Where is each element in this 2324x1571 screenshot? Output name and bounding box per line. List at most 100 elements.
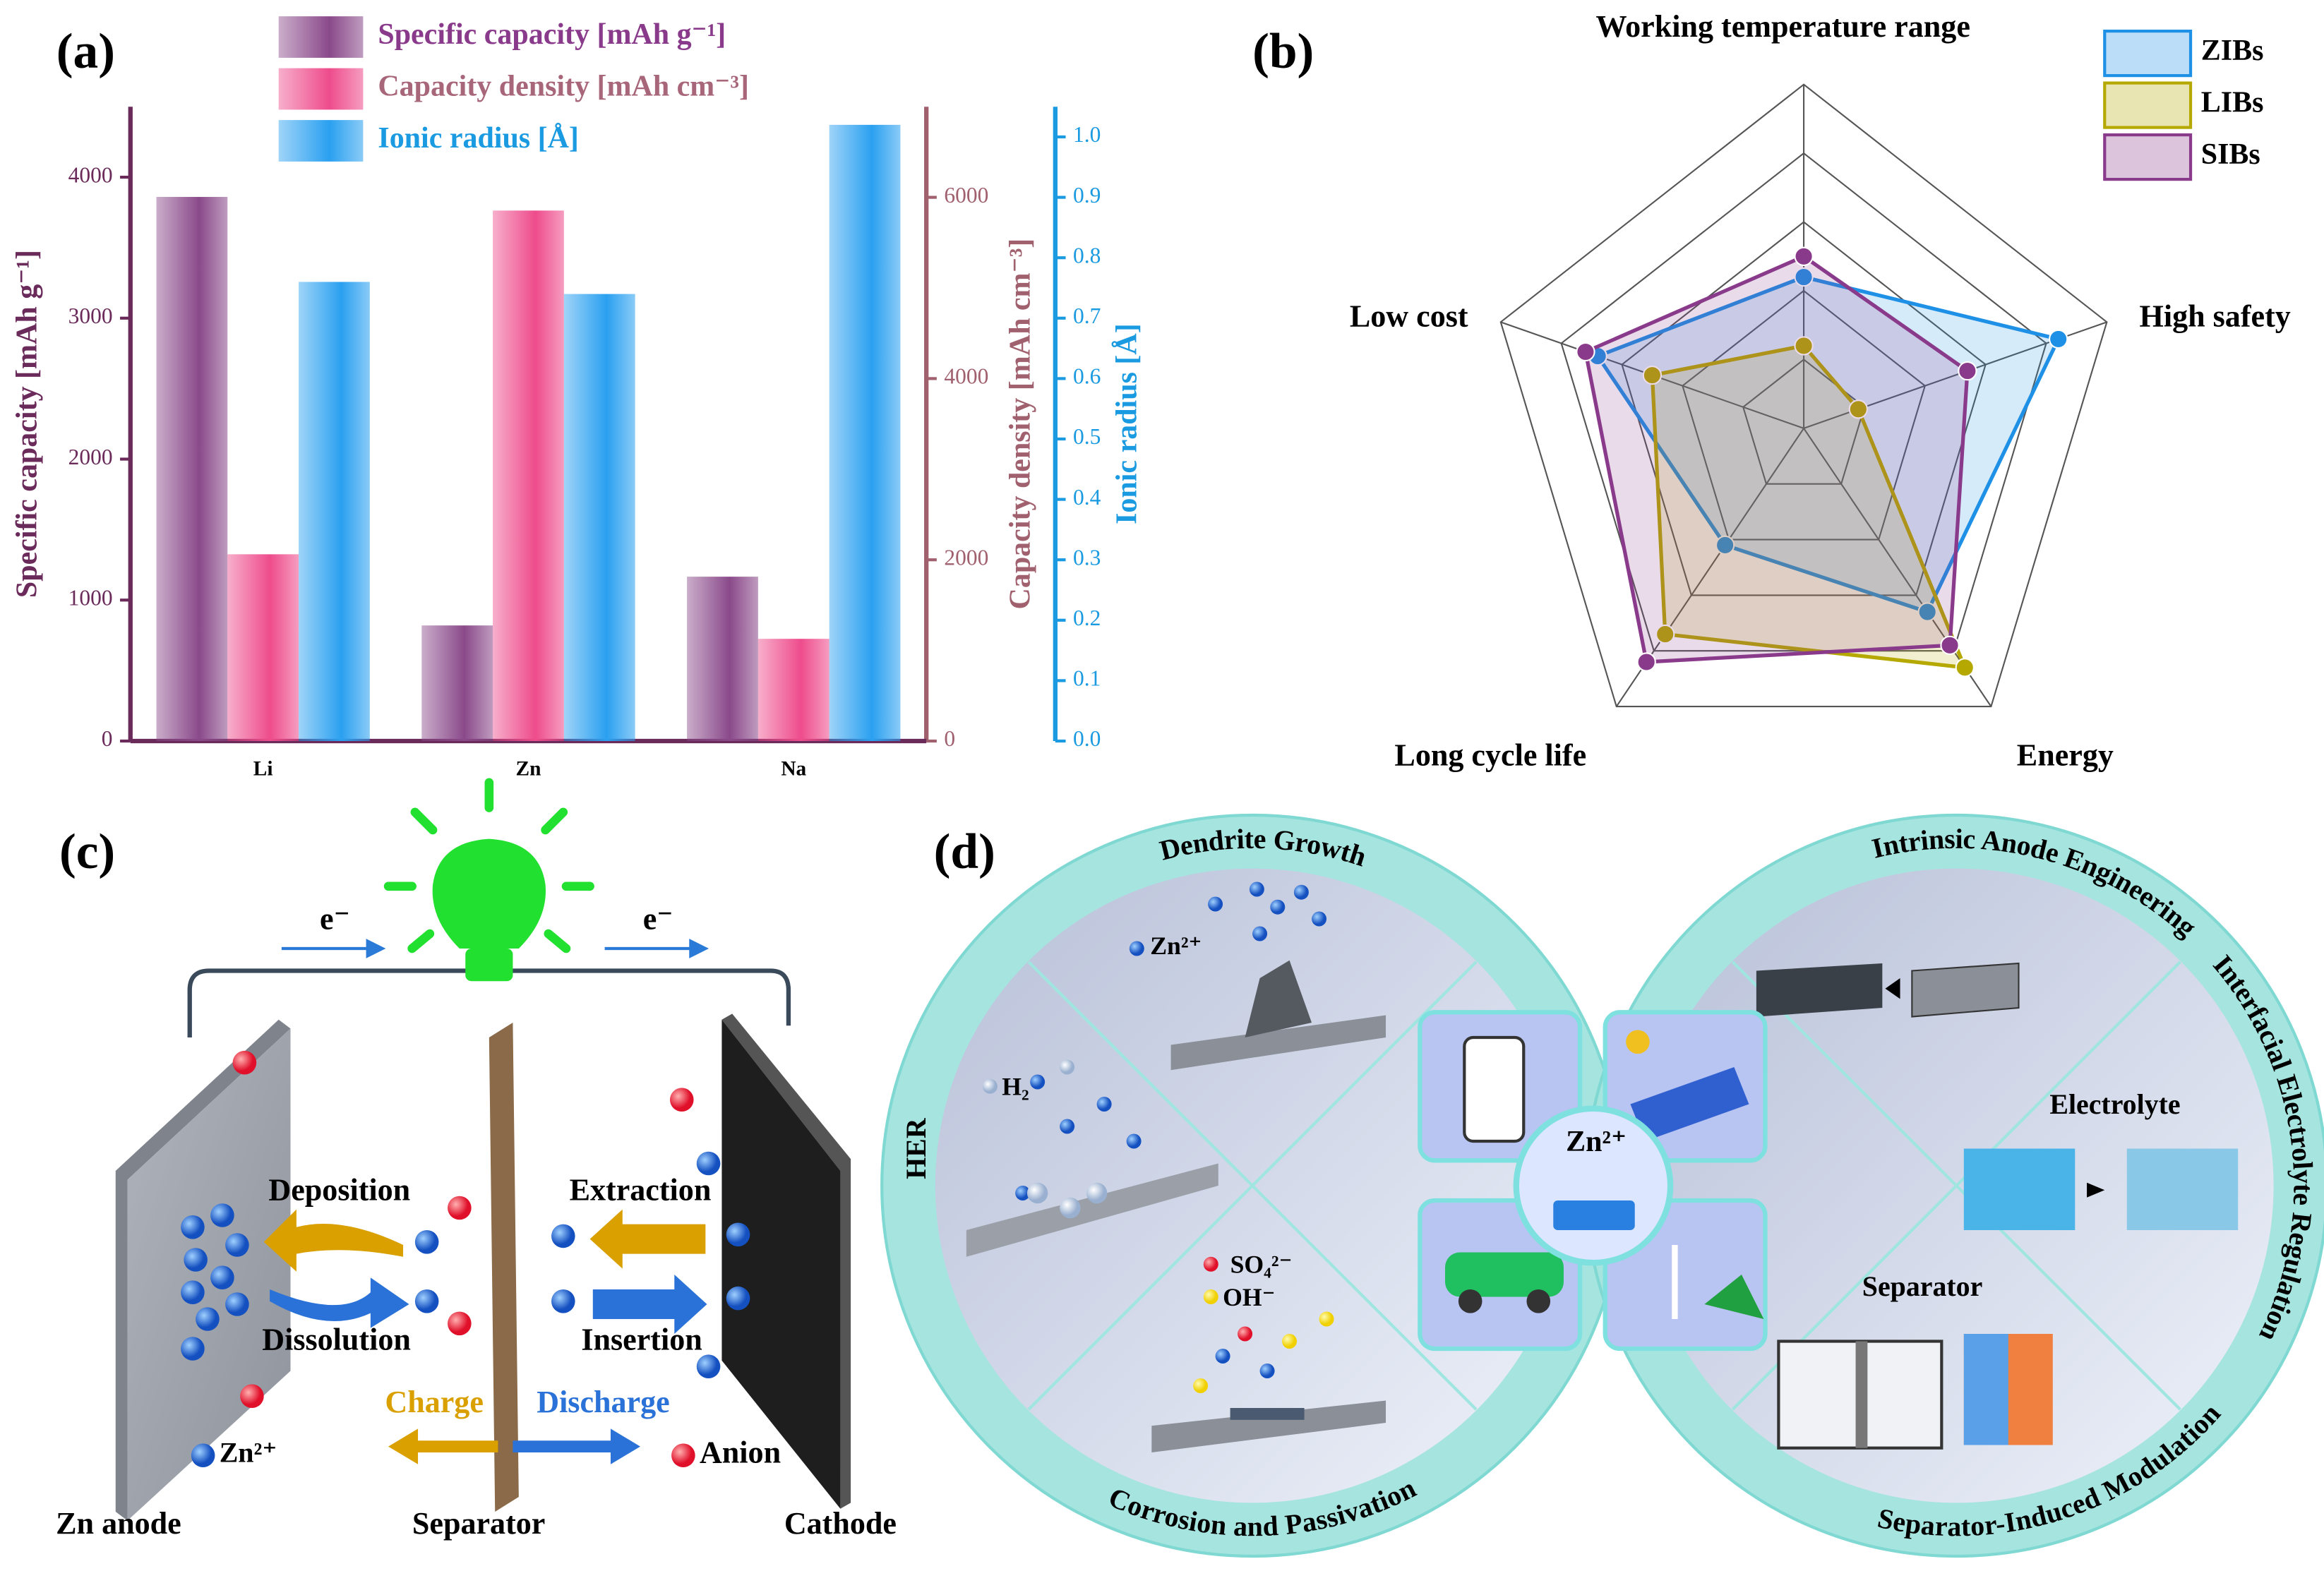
axis-title: Capacity density [mAh cm⁻³] xyxy=(1004,239,1036,610)
electrolyte-illustration xyxy=(1963,1148,2239,1230)
tick-label: 3000 xyxy=(68,303,113,328)
radar-point xyxy=(1794,246,1814,266)
panel-label: (d) xyxy=(934,824,995,879)
axis-title: Ionic radius [Å] xyxy=(1110,323,1143,524)
tick-label: 0.3 xyxy=(1073,545,1101,570)
radar-point xyxy=(1636,652,1656,672)
separator-plate xyxy=(489,1023,519,1512)
tick-label: 0.7 xyxy=(1073,303,1101,328)
component-label: Zn anode xyxy=(56,1506,181,1541)
tick-label: 0.6 xyxy=(1073,364,1101,389)
bar xyxy=(299,282,370,741)
tick-label: 1000 xyxy=(68,585,113,610)
corrosion-illustration xyxy=(1151,1256,1386,1452)
tick-label: 0.5 xyxy=(1073,424,1101,449)
grid-ring xyxy=(1621,221,1987,596)
tick-label: 2000 xyxy=(944,545,988,570)
tick-label: 0.9 xyxy=(1073,183,1101,207)
discharge-label: Discharge xyxy=(537,1385,670,1419)
electron-label: e⁻ xyxy=(643,901,673,936)
legend-label: LIBs xyxy=(2201,87,2264,119)
ion-label: Zn²⁺ xyxy=(1150,932,1202,960)
x-tick-label: Li xyxy=(253,758,273,781)
ions xyxy=(181,1050,750,1467)
bar xyxy=(421,625,493,741)
radar-point xyxy=(1794,267,1814,287)
tick-label: 0.1 xyxy=(1073,666,1101,691)
axis-label: Long cycle life xyxy=(1394,738,1586,773)
radar-point xyxy=(1940,635,1960,655)
charge-label: Charge xyxy=(385,1385,484,1419)
center-label: Zn²⁺ xyxy=(1566,1126,1627,1158)
panel-d: (d) Dendrite Growth Corrosion and Passiv… xyxy=(880,813,2324,1558)
panel-label: (b) xyxy=(1252,23,1314,79)
radar-point xyxy=(1715,535,1735,555)
ion-label: SO₄²⁻ xyxy=(1230,1251,1293,1279)
grid-ring xyxy=(1499,83,2108,708)
tick-label: 4000 xyxy=(68,162,113,187)
legend-label: Capacity density [mAh cm⁻³] xyxy=(378,71,749,103)
axis-label: Working temperature range xyxy=(1595,9,1970,44)
legend-label: SIBs xyxy=(2201,138,2260,171)
radar-point xyxy=(1794,336,1814,356)
phone-icon xyxy=(1463,1035,1526,1143)
bar xyxy=(829,124,901,741)
bar xyxy=(687,577,758,741)
electron-label: e⁻ xyxy=(320,901,350,936)
radar-area xyxy=(1595,275,2061,615)
component-label: Cathode xyxy=(784,1506,897,1541)
center-icon xyxy=(1553,1200,1635,1230)
tick-label: 2000 xyxy=(68,445,113,469)
bulb xyxy=(383,778,594,982)
cathode-plate xyxy=(721,1019,841,1509)
legend-label: Anion xyxy=(700,1435,781,1469)
bar xyxy=(493,210,564,741)
separator-label: Separator xyxy=(1862,1270,1983,1302)
axis-label: Energy xyxy=(2017,738,2114,773)
legend-swatch xyxy=(2103,30,2193,78)
process-label: Deposition xyxy=(268,1173,410,1208)
cathode-side xyxy=(721,1013,851,1509)
hill-icon xyxy=(1704,1275,1764,1319)
process-label: Extraction xyxy=(570,1173,712,1208)
legend-label: Ionic radius [Å] xyxy=(378,122,579,155)
ring-label: HER xyxy=(900,1117,932,1179)
axis-title: Specific capacity [mAh g⁻¹] xyxy=(11,250,44,598)
tick-label: 0.0 xyxy=(1073,726,1101,751)
anode-illustration xyxy=(1756,962,2020,1018)
anode-side xyxy=(115,1019,291,1521)
bar xyxy=(563,294,635,741)
legend-label: ZIBs xyxy=(2201,35,2264,67)
axis-label: Low cost xyxy=(1350,299,1468,333)
legend-swatch xyxy=(278,68,364,110)
grid-ring xyxy=(1682,289,1927,541)
electrolyte-label: Electrolyte xyxy=(2049,1088,2180,1120)
solar-icon xyxy=(1630,1067,1749,1141)
legend-swatch xyxy=(2103,81,2193,129)
car-icon xyxy=(1445,1252,1564,1297)
legend-label: Zn²⁺ xyxy=(220,1436,277,1468)
tick-label: 0.8 xyxy=(1073,243,1101,267)
grid-ring xyxy=(1742,359,1866,485)
panel-c: (c) e⁻ e⁻ Deposition Dissolution Extract… xyxy=(56,778,897,1541)
tick-label: 4000 xyxy=(944,364,988,389)
wheel-icon xyxy=(1458,1289,1483,1313)
bar xyxy=(156,197,228,742)
legend-swatch xyxy=(278,16,364,58)
radar-point xyxy=(1848,399,1868,419)
x-tick-label: Zn xyxy=(516,758,541,781)
panel-label: (a) xyxy=(56,23,115,79)
dendrite-illustration xyxy=(1129,881,1386,1071)
radar-point xyxy=(1917,602,1937,622)
radar-area xyxy=(1583,254,1970,664)
process-arrows xyxy=(263,1209,707,1464)
radar-point xyxy=(1642,365,1663,385)
tick-label: 0 xyxy=(944,726,955,751)
ion-label: H₂ xyxy=(1002,1073,1029,1101)
x-tick-label: Na xyxy=(781,758,806,781)
radar-point xyxy=(1576,342,1595,362)
radar-point xyxy=(1958,361,1977,381)
legend-label: Specific capacity [mAh g⁻¹] xyxy=(378,18,726,51)
tick-label: 0 xyxy=(102,726,113,751)
tick-label: 6000 xyxy=(944,183,988,207)
